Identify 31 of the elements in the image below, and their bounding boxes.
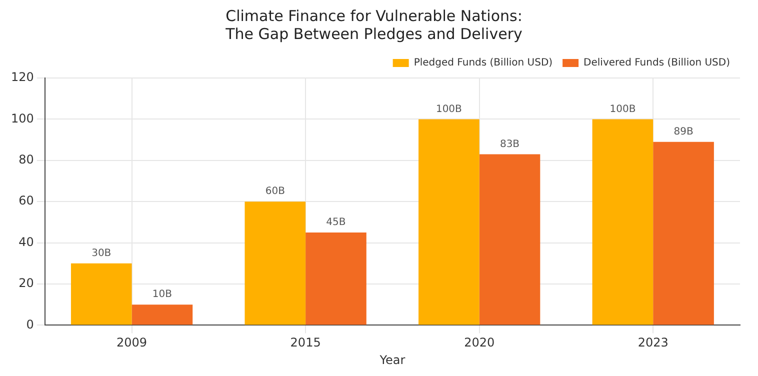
x-tick-label: 2020 xyxy=(464,336,495,350)
x-tick-label: 2009 xyxy=(116,336,148,350)
bar xyxy=(70,263,132,325)
y-tick-label: 20 xyxy=(18,276,34,290)
bar xyxy=(592,119,654,325)
x-tick-label: 2023 xyxy=(638,336,668,350)
y-tick-label: 40 xyxy=(18,234,34,249)
legend-label: Pledged Funds (Billion USD) xyxy=(414,58,553,69)
y-tick-label: 60 xyxy=(18,194,34,208)
data-label: 30B xyxy=(92,248,112,259)
y-tick-label: 80 xyxy=(18,152,34,167)
bar xyxy=(132,304,193,325)
data-label: 45B xyxy=(326,217,346,228)
chart-title: Climate Finance for Vulnerable Nations: The Gap Between Pledges and Delivery xyxy=(224,6,522,43)
bar xyxy=(244,202,306,325)
bar xyxy=(418,119,480,325)
y-tick-label: 120 xyxy=(11,70,34,84)
data-label: 83B xyxy=(500,138,520,150)
data-label: 100B xyxy=(610,104,636,115)
bar xyxy=(653,142,714,325)
bar xyxy=(306,232,366,325)
x-tick-label: 2015 xyxy=(290,336,321,350)
x-axis-title: Year xyxy=(378,352,406,367)
bar xyxy=(479,154,540,325)
data-label: 60B xyxy=(265,186,286,198)
data-label: 89B xyxy=(674,126,694,138)
legend-label: Delivered Funds (Billion USD) xyxy=(584,58,730,69)
data-label: 10B xyxy=(152,289,172,300)
y-tick-label: 0 xyxy=(26,317,34,332)
data-label: 100B xyxy=(436,104,462,115)
y-tick-label: 100 xyxy=(11,111,34,126)
